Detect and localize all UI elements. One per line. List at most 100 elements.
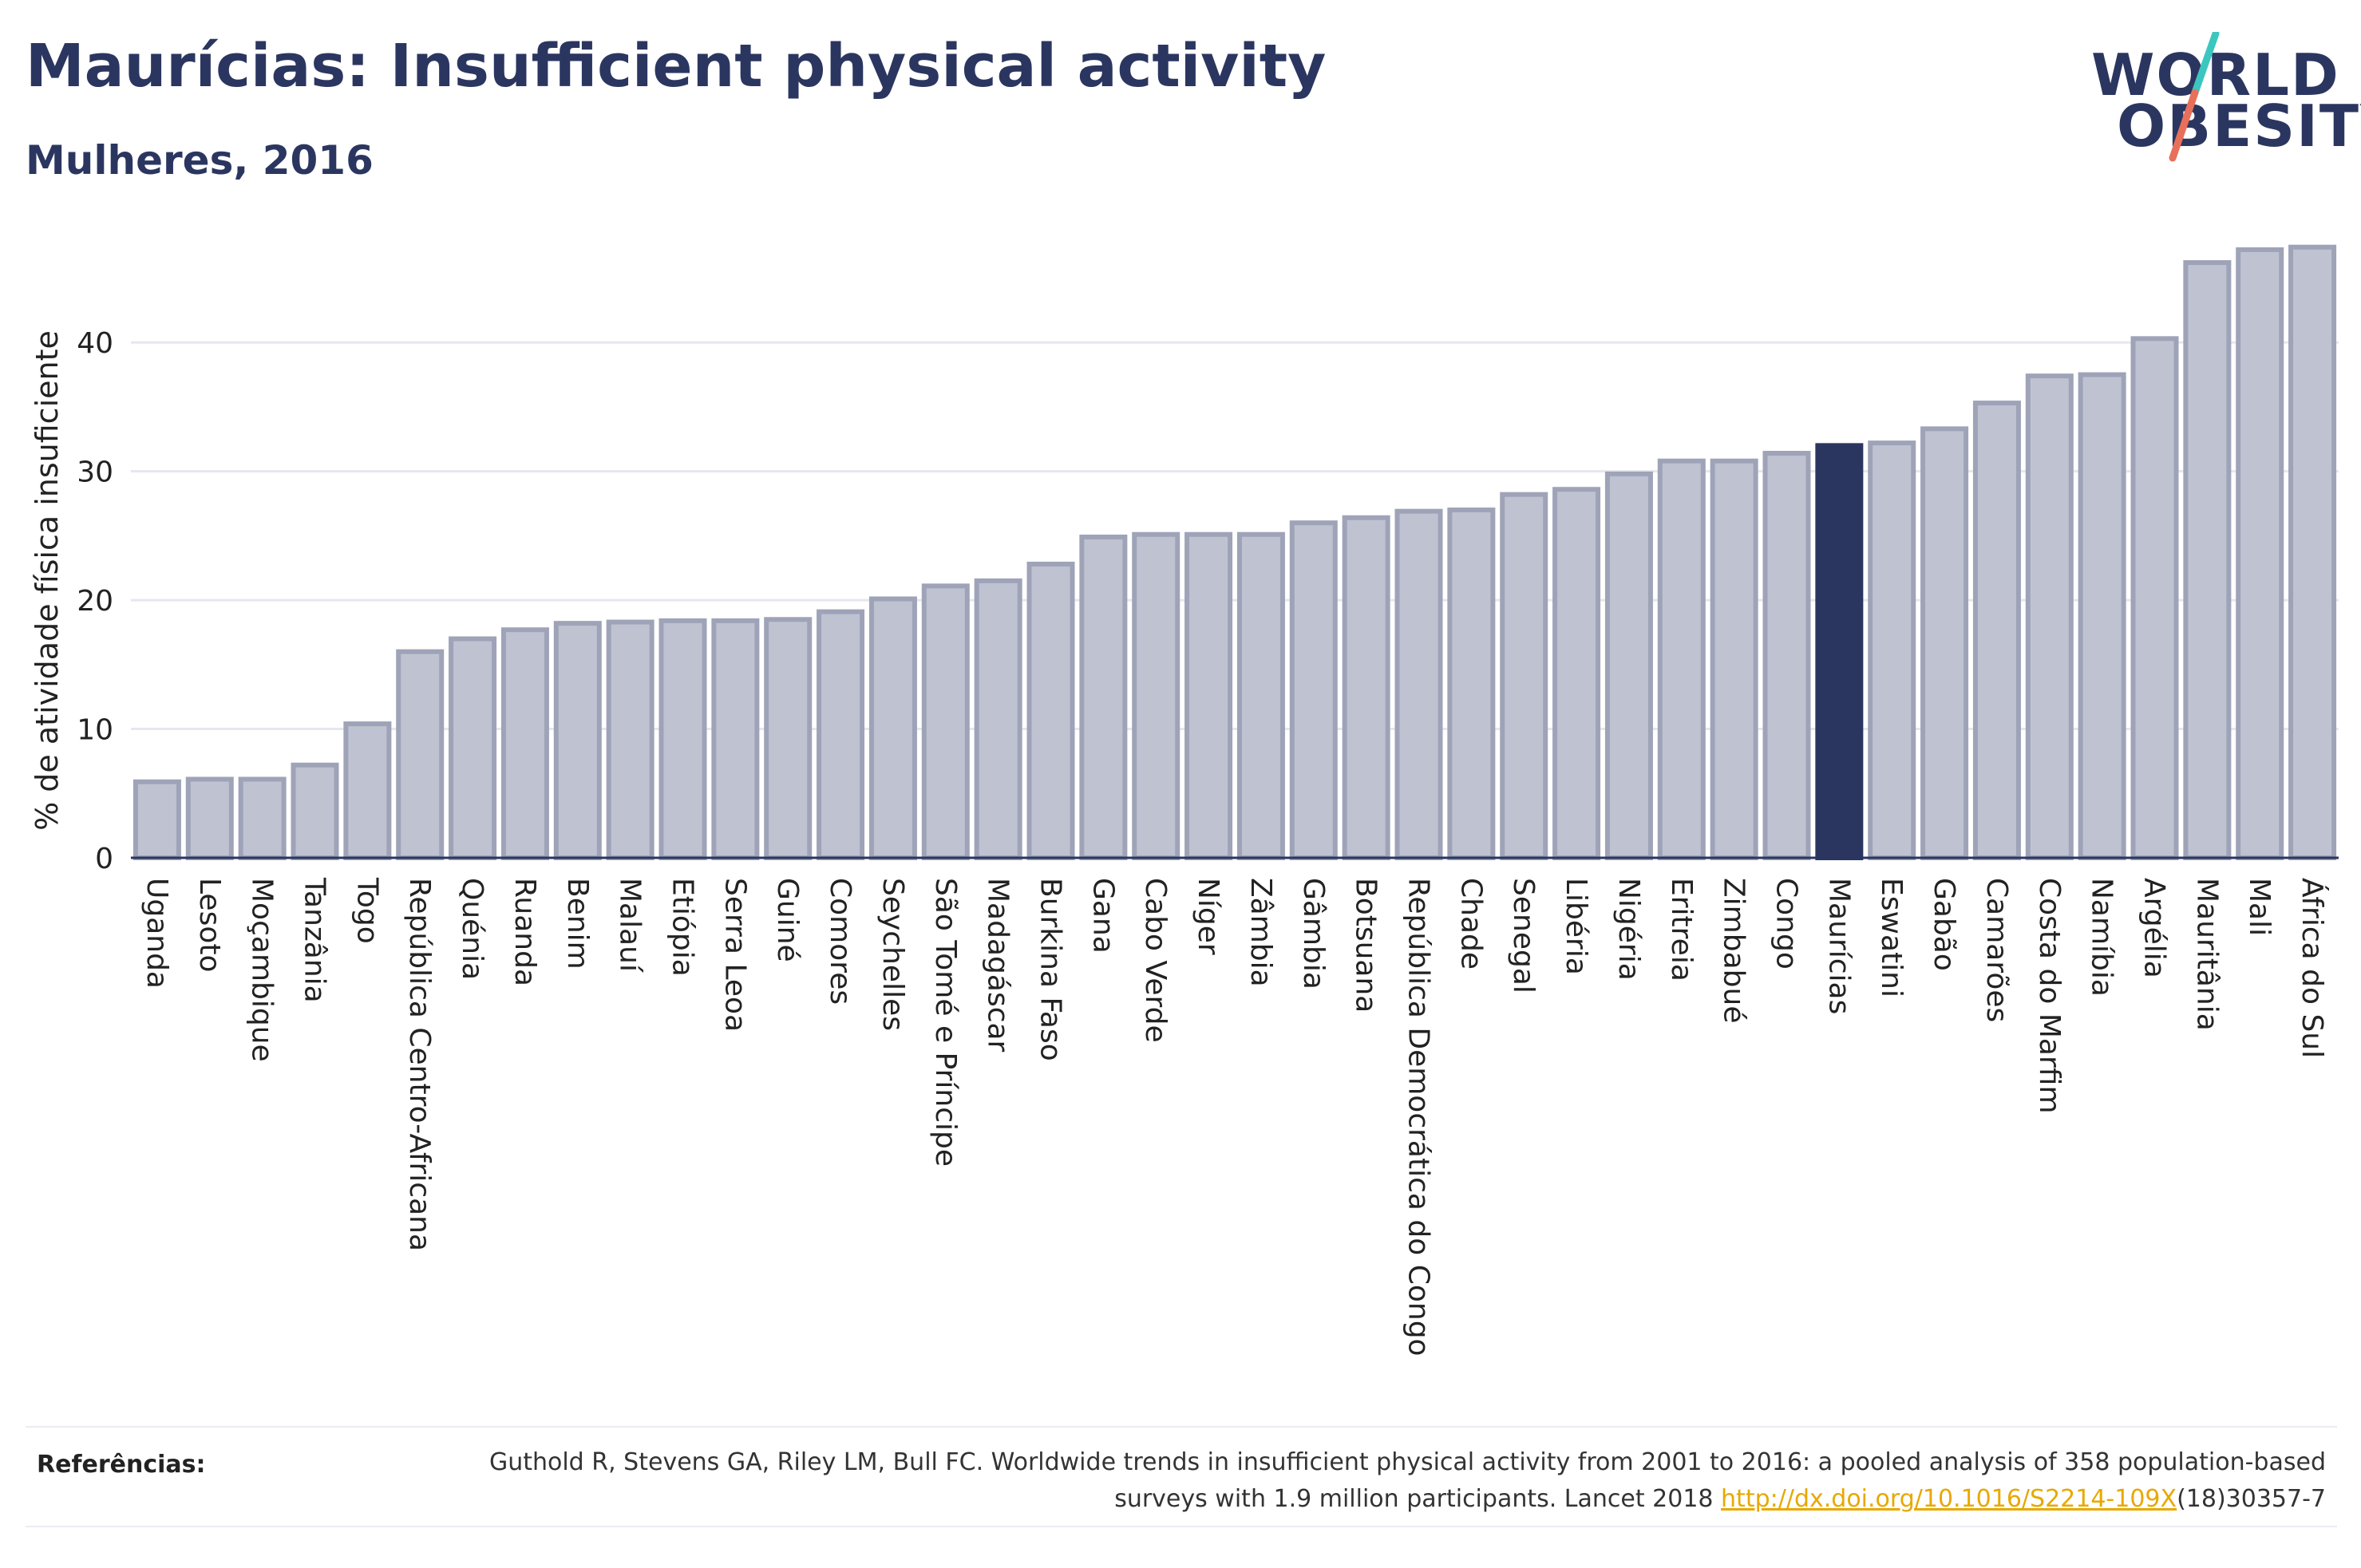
bar-13[interactable] (817, 609, 865, 860)
x-tick-label: Gana (1086, 878, 1119, 954)
x-tick-label: Quénia (456, 878, 488, 980)
y-tick-label: 40 (77, 327, 113, 360)
bar-24[interactable] (1394, 508, 1443, 860)
bar-17[interactable] (1026, 561, 1075, 860)
bar-7[interactable] (500, 627, 549, 860)
bar-8[interactable] (553, 621, 602, 860)
bar-20[interactable] (1184, 531, 1233, 860)
x-tick-label: Eritreia (1665, 878, 1698, 981)
bar-18[interactable] (1079, 534, 1128, 860)
x-tick-label: São Tomé e Príncipe (929, 878, 962, 1167)
x-tick-label: Gâmbia (1297, 878, 1330, 989)
reference-citation: Guthold R, Stevens GA, Riley LM, Bull FC… (488, 1448, 2326, 1513)
references-text: Guthold R, Stevens GA, Riley LM, Bull FC… (410, 1444, 2326, 1518)
x-tick-label: Cabo Verde (1139, 878, 1172, 1043)
logo-line2: OBESITY (2117, 93, 2361, 160)
x-tick-label: Costa do Marfim (2033, 878, 2066, 1114)
chart-title: Maurícias: Insufficient physical activit… (26, 32, 1327, 101)
y-tick-label: 30 (77, 456, 113, 489)
bar-25[interactable] (1447, 508, 1496, 860)
bar-23[interactable] (1342, 515, 1390, 860)
x-tick-label: Tanzânia (299, 877, 331, 1003)
x-tick-label: Eswatini (1875, 878, 1908, 997)
doi-link[interactable]: http://dx.doi.org/10.1016/S2214-109X (1721, 1485, 2177, 1513)
x-tick-label: Etiópia (666, 878, 699, 977)
bar-21[interactable] (1236, 531, 1285, 860)
world-obesity-logo: WORLD OBESITY (2075, 32, 2361, 168)
bar-9[interactable] (606, 619, 655, 860)
bar-3[interactable] (291, 762, 339, 860)
bar-1[interactable] (185, 776, 234, 861)
bar-14[interactable] (868, 596, 917, 860)
bar-35[interactable] (1972, 401, 2021, 861)
logo-slash-icon (2169, 32, 2220, 162)
chart-subtitle: Mulheres, 2016 (26, 137, 374, 184)
reference-doi-suffix: (18)30357-7 (2177, 1485, 2326, 1513)
x-tick-label: Congo (1770, 878, 1803, 970)
x-tick-label: Moçambique (246, 878, 279, 1062)
bar-32[interactable] (1815, 443, 1864, 860)
x-tick-label: Madagáscar (982, 878, 1014, 1053)
bar-27[interactable] (1552, 487, 1601, 861)
x-tick-label: África do Sul (2296, 878, 2329, 1058)
references-label: Referências: (37, 1451, 206, 1479)
x-tick-label: Malauí (614, 878, 647, 973)
x-tick-label: Maurícias (1822, 878, 1855, 1014)
x-tick-label: Botsuana (1350, 878, 1382, 1013)
x-tick-label: Níger (1192, 878, 1224, 955)
x-tick-label: Ruanda (508, 878, 541, 986)
x-tick-label: Serra Leoa (718, 878, 751, 1032)
y-axis-label: % de atividade física insuficiente (30, 330, 65, 831)
bar-40[interactable] (2236, 247, 2284, 860)
bar-15[interactable] (921, 583, 970, 861)
x-tick-label: Guiné (771, 878, 804, 962)
y-tick-label: 0 (95, 843, 113, 875)
reference-divider-top (26, 1426, 2337, 1428)
bar-36[interactable] (2025, 373, 2074, 861)
bar-37[interactable] (2078, 372, 2126, 860)
x-tick-label: Gabão (1928, 878, 1960, 971)
y-tick-label: 10 (77, 714, 113, 747)
bar-0[interactable] (132, 779, 181, 860)
x-tick-label: Uganda (140, 878, 173, 989)
bar-10[interactable] (658, 618, 707, 861)
x-tick-label: Nigéria (1612, 878, 1645, 981)
bar-11[interactable] (711, 618, 760, 861)
bar-5[interactable] (396, 649, 445, 861)
logo-line1: WORLD (2091, 41, 2340, 109)
x-tick-label: Zimbabué (1718, 878, 1750, 1023)
bar-39[interactable] (2183, 260, 2232, 860)
bar-30[interactable] (1710, 458, 1758, 860)
x-tick-label: Namíbia (2086, 878, 2118, 997)
bar-41[interactable] (2288, 244, 2337, 860)
x-tick-label: Mali (2243, 878, 2276, 936)
y-tick-label: 20 (77, 585, 113, 618)
x-tick-label: República Centro-Africana (403, 878, 436, 1251)
bar-28[interactable] (1604, 471, 1653, 861)
x-tick-label: Zâmbia (1244, 878, 1277, 987)
bar-16[interactable] (974, 578, 1022, 860)
bar-34[interactable] (1920, 426, 1969, 860)
x-tick-label: Camarões (1980, 878, 2013, 1022)
x-tick-label: Burkina Faso (1034, 878, 1067, 1061)
bar-2[interactable] (238, 776, 287, 861)
bar-chart: 0 10 20 30 40 % de atividade física insuficie… (30, 244, 2339, 1357)
x-tick-label: Benim (561, 878, 594, 970)
bar-12[interactable] (764, 617, 813, 860)
x-tick-label: República Democrática do Congo (1402, 878, 1435, 1357)
bar-4[interactable] (343, 721, 392, 860)
x-tick-label: Senegal (1507, 878, 1540, 993)
x-tick-label: Libéria (1560, 878, 1592, 975)
bar-29[interactable] (1657, 458, 1706, 860)
bar-6[interactable] (449, 636, 497, 860)
x-tick-label: Lesoto (193, 878, 226, 973)
bar-33[interactable] (1868, 440, 1916, 860)
x-tick-label: Argélia (2138, 878, 2171, 978)
x-tick-label: Togo (350, 877, 383, 944)
bar-19[interactable] (1132, 531, 1180, 860)
bar-31[interactable] (1762, 451, 1811, 860)
reference-divider-bottom (26, 1526, 2337, 1527)
bar-26[interactable] (1500, 492, 1548, 860)
bar-22[interactable] (1289, 520, 1338, 860)
bar-38[interactable] (2130, 336, 2179, 860)
